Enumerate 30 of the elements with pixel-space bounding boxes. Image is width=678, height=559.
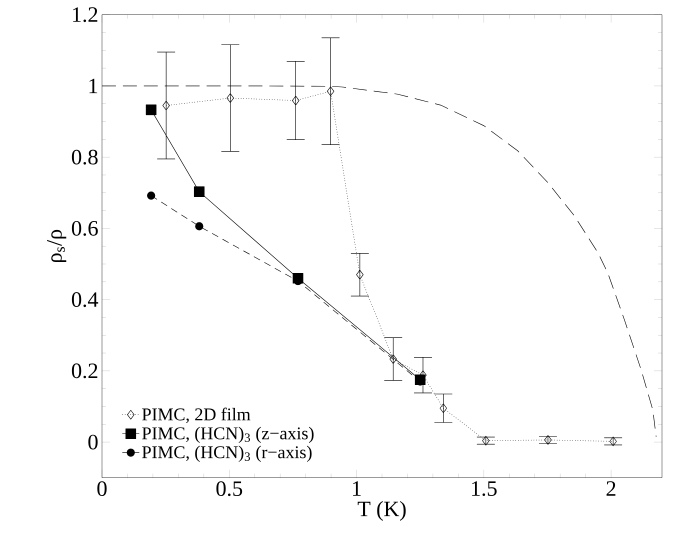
point: [194, 186, 205, 197]
y-axis-title: ρ$_{s}$/ρ: [47, 230, 66, 262]
x-tick-label: 2: [606, 481, 616, 496]
point: [226, 93, 234, 103]
legend-label: PIMC, (HCN)$_{3}$ (z−axis): [142, 426, 314, 444]
point: [292, 96, 300, 106]
x-tick-label: 1.5: [472, 481, 497, 496]
x-tick-label: 0.5: [216, 481, 242, 496]
y-tick-label: 0.8: [72, 150, 98, 165]
legend-label: PIMC, 2D film: [142, 408, 250, 424]
y-tick-label: 1.2: [73, 7, 98, 22]
point: [356, 270, 364, 280]
y-tick-label: 1: [89, 78, 98, 94]
point: [482, 436, 490, 446]
point: [609, 436, 617, 446]
x-tick-label: 1: [352, 481, 361, 496]
legend-label: PIMC, (HCN)$_{3}$ (r−axis): [142, 446, 312, 462]
point: [544, 435, 552, 445]
point: [440, 403, 448, 414]
point: [390, 354, 397, 364]
point: [195, 222, 204, 230]
point: [326, 86, 334, 96]
y-tick-label: 0: [88, 434, 98, 450]
point: [162, 100, 170, 110]
point: [147, 192, 156, 200]
y-tick-label: 0.4: [72, 292, 98, 308]
point: [146, 104, 156, 116]
y-tick-label: 0.6: [72, 220, 98, 236]
y-tick-label: 0.2: [72, 363, 98, 378]
x-axis-title: T (K): [358, 500, 406, 521]
